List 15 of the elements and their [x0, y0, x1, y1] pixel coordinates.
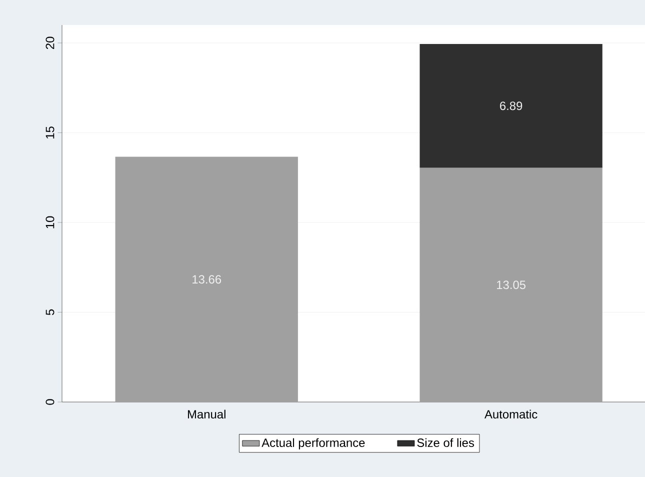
bar: [420, 44, 602, 168]
y-tick-label: 15: [46, 126, 54, 138]
y-tick-label: 10: [46, 216, 54, 228]
y-tick-label: 20: [46, 36, 54, 50]
x-tick-label: Automatic: [484, 410, 538, 419]
legend-label: Actual performance: [262, 438, 365, 450]
x-tick-label: Manual: [188, 410, 226, 419]
data-label: 13.05: [497, 280, 526, 290]
bar: [420, 168, 602, 402]
legend-label: Size of lies: [417, 438, 474, 448]
data-label: 13.66: [192, 275, 222, 284]
y-tick-label: 5: [46, 309, 54, 316]
bar: [115, 156, 298, 402]
y-tick-label: 0: [46, 399, 54, 405]
data-label: 6.89: [500, 102, 522, 110]
